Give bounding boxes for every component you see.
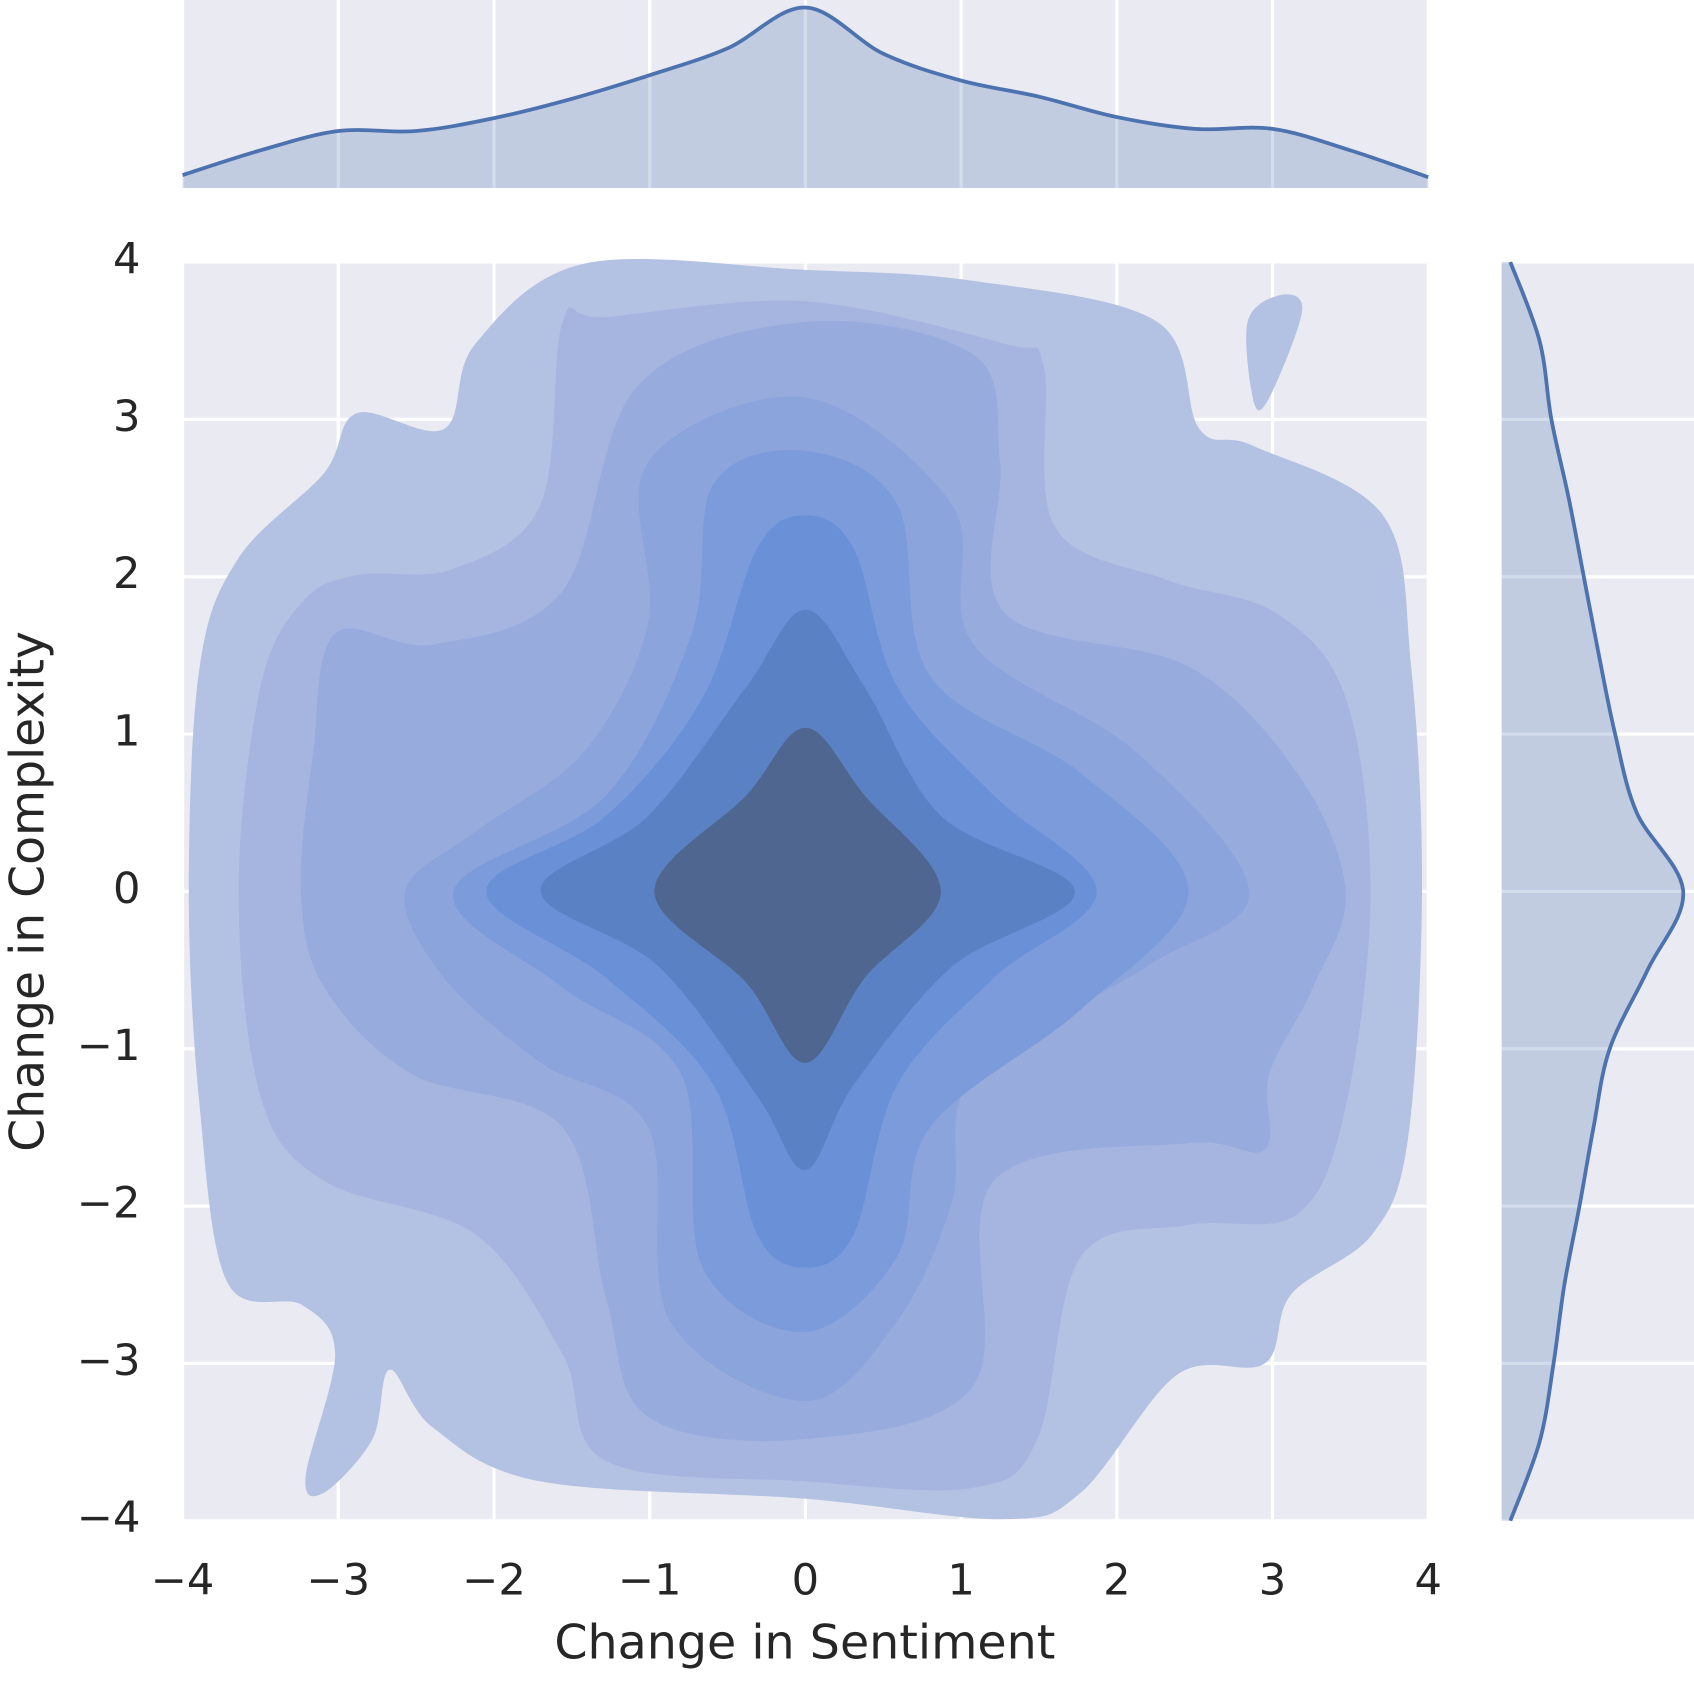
y-tick-label: −4: [77, 1493, 141, 1543]
x-tick-label: −3: [306, 1556, 370, 1606]
y-tick-label: 4: [113, 235, 141, 285]
x-tick-label: 4: [1414, 1556, 1442, 1606]
labels: Change in Sentiment Change in Complexity: [0, 631, 1055, 1670]
y-tick-label: 2: [113, 549, 141, 599]
y-tick-label: −2: [77, 1179, 141, 1229]
y-tick-label: 0: [113, 864, 141, 914]
density-area: [182, 7, 1429, 188]
x-axis-label: Change in Sentiment: [554, 1615, 1055, 1670]
density-area: [1501, 262, 1684, 1521]
y-tick-label: 3: [113, 392, 141, 442]
y-tick-label: −3: [77, 1336, 141, 1386]
x-tick-label: 1: [947, 1556, 975, 1606]
x-tick-label: 0: [792, 1556, 820, 1606]
x-tick-label: −1: [618, 1556, 682, 1606]
x-tick-label: 3: [1259, 1556, 1287, 1606]
density-line: [1508, 261, 1686, 1522]
density-contour: [654, 727, 941, 1063]
x-tick-label: −4: [151, 1556, 215, 1606]
density-line: [182, 5, 1429, 179]
y-tick-label: 1: [113, 707, 141, 757]
x-tick-label: 2: [1103, 1556, 1131, 1606]
plot: [182, 5, 1686, 1522]
x-tick-label: −2: [462, 1556, 526, 1606]
density-contour: [1246, 294, 1303, 411]
y-tick-label: −1: [77, 1021, 141, 1071]
y-axis-label: Change in Complexity: [0, 631, 55, 1152]
